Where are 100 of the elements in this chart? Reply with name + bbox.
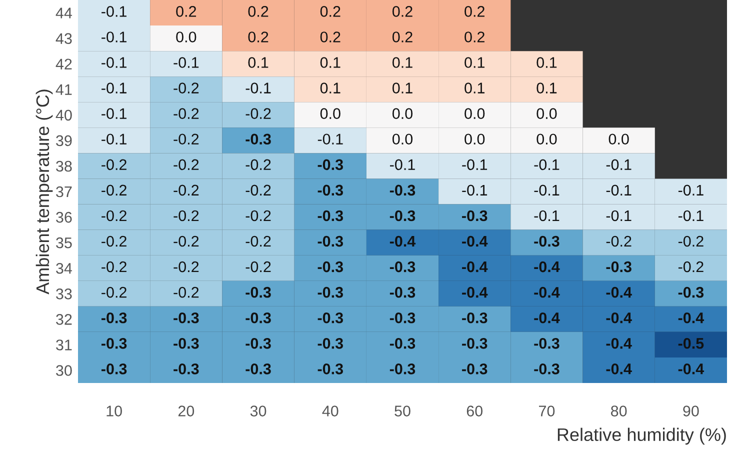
data-label: -0.3: [462, 210, 488, 222]
y-tick-label: 38: [56, 160, 72, 172]
data-label: -0.2: [246, 236, 271, 247]
data-label: -0.1: [462, 184, 488, 196]
data-label: -0.2: [678, 236, 704, 247]
data-label: -0.1: [606, 210, 632, 222]
y-tick-label: 43: [56, 33, 72, 44]
data-label: -0.3: [534, 338, 560, 349]
y-tick-label: 42: [56, 58, 72, 70]
data-label: -0.1: [390, 159, 415, 170]
data-label: 0.1: [320, 57, 340, 68]
data-label: 0.2: [248, 32, 268, 42]
data-label: -0.4: [462, 286, 488, 298]
data-label: -0.4: [534, 286, 560, 298]
data-label: -0.3: [390, 312, 416, 324]
x-tick-label: 80: [611, 406, 627, 416]
data-label: -0.4: [678, 364, 704, 374]
data-label: 0.0: [464, 134, 485, 145]
data-label: -0.3: [174, 364, 199, 374]
data-label: -0.2: [174, 236, 199, 247]
data-label: -0.3: [318, 184, 343, 196]
y-tick-label: 41: [56, 84, 72, 95]
y-tick-label: 44: [56, 8, 72, 18]
data-label: -0.3: [318, 286, 343, 298]
data-label: 0.2: [320, 32, 340, 42]
data-label: -0.2: [246, 210, 271, 222]
data-label: -0.3: [101, 338, 127, 349]
data-label: -0.3: [318, 236, 343, 247]
data-label: -0.1: [102, 32, 126, 42]
data-label: 0.0: [320, 108, 340, 119]
y-tick-label: 31: [56, 340, 72, 350]
data-label: 0.1: [320, 82, 340, 94]
data-label: -0.3: [390, 286, 416, 298]
data-label: -0.4: [606, 338, 632, 349]
data-label: -0.4: [606, 312, 632, 324]
data-label: -0.3: [318, 364, 343, 374]
data-label: -0.1: [534, 210, 560, 222]
data-label: -0.3: [390, 184, 416, 196]
data-label: 0.2: [248, 6, 268, 17]
data-label: -0.3: [318, 338, 343, 349]
data-label: -0.1: [102, 57, 126, 68]
data-label: -0.2: [174, 108, 199, 119]
data-label: 0.1: [248, 57, 268, 68]
data-label: -0.1: [102, 108, 126, 119]
x-axis-title: Relative humidity (%): [558, 428, 726, 445]
data-label: -0.2: [246, 108, 271, 119]
data-label: 0.2: [392, 6, 412, 17]
y-axis-title: Ambient temperature (°C): [36, 90, 53, 294]
data-label: -0.2: [102, 184, 126, 196]
data-label: -0.3: [174, 312, 199, 324]
data-label: 0.0: [536, 134, 557, 145]
data-label: -0.2: [102, 261, 126, 272]
data-label: -0.1: [606, 184, 632, 196]
data-label: -0.2: [102, 286, 126, 298]
data-label: -0.4: [534, 261, 560, 272]
data-label: -0.2: [174, 286, 199, 298]
data-label: -0.2: [102, 210, 126, 222]
data-label: 0.0: [392, 134, 413, 145]
data-label: 0.1: [464, 57, 484, 68]
data-label: -0.3: [390, 210, 416, 222]
data-label: -0.2: [606, 236, 632, 247]
data-label: -0.3: [534, 236, 560, 247]
data-label: -0.4: [462, 236, 488, 247]
data-label: 0.2: [392, 32, 412, 42]
data-label: -0.3: [606, 261, 632, 272]
x-tick-label: 50: [394, 406, 410, 416]
data-label: -0.4: [678, 312, 704, 324]
data-label: -0.3: [246, 286, 271, 298]
x-tick-label: 70: [539, 406, 555, 416]
data-label: -0.1: [102, 82, 126, 94]
data-label: -0.1: [462, 159, 488, 170]
data-label: -0.4: [534, 312, 560, 324]
data-label: -0.4: [606, 364, 632, 374]
data-label: -0.1: [678, 184, 704, 196]
data-label: -0.2: [246, 159, 271, 170]
data-label: 0.2: [464, 6, 484, 17]
x-tick-label: 30: [250, 406, 266, 416]
data-label: -0.3: [246, 338, 271, 349]
data-label: -0.3: [390, 364, 416, 374]
data-label: -0.2: [174, 184, 199, 196]
data-label: -0.3: [390, 261, 416, 272]
data-label: -0.4: [462, 261, 488, 272]
y-tick-label: 30: [56, 365, 72, 376]
data-label: 0.1: [392, 57, 412, 68]
x-tick-label: 10: [106, 406, 122, 416]
data-label: -0.2: [174, 134, 199, 145]
data-label: -0.1: [318, 134, 343, 145]
data-label: 0.2: [320, 6, 340, 17]
data-label: -0.3: [101, 312, 127, 324]
y-tick-label: 40: [56, 110, 72, 121]
y-tick-label: 32: [56, 314, 72, 325]
data-label: -0.2: [174, 82, 199, 94]
data-label: -0.1: [102, 134, 126, 145]
data-label: 0.0: [176, 32, 196, 42]
data-label: -0.3: [318, 261, 343, 272]
data-label: -0.3: [318, 159, 343, 170]
data-label: -0.3: [174, 338, 199, 349]
data-label: -0.1: [102, 6, 126, 17]
data-label: -0.4: [390, 236, 416, 247]
y-tick-label: 36: [56, 212, 72, 223]
